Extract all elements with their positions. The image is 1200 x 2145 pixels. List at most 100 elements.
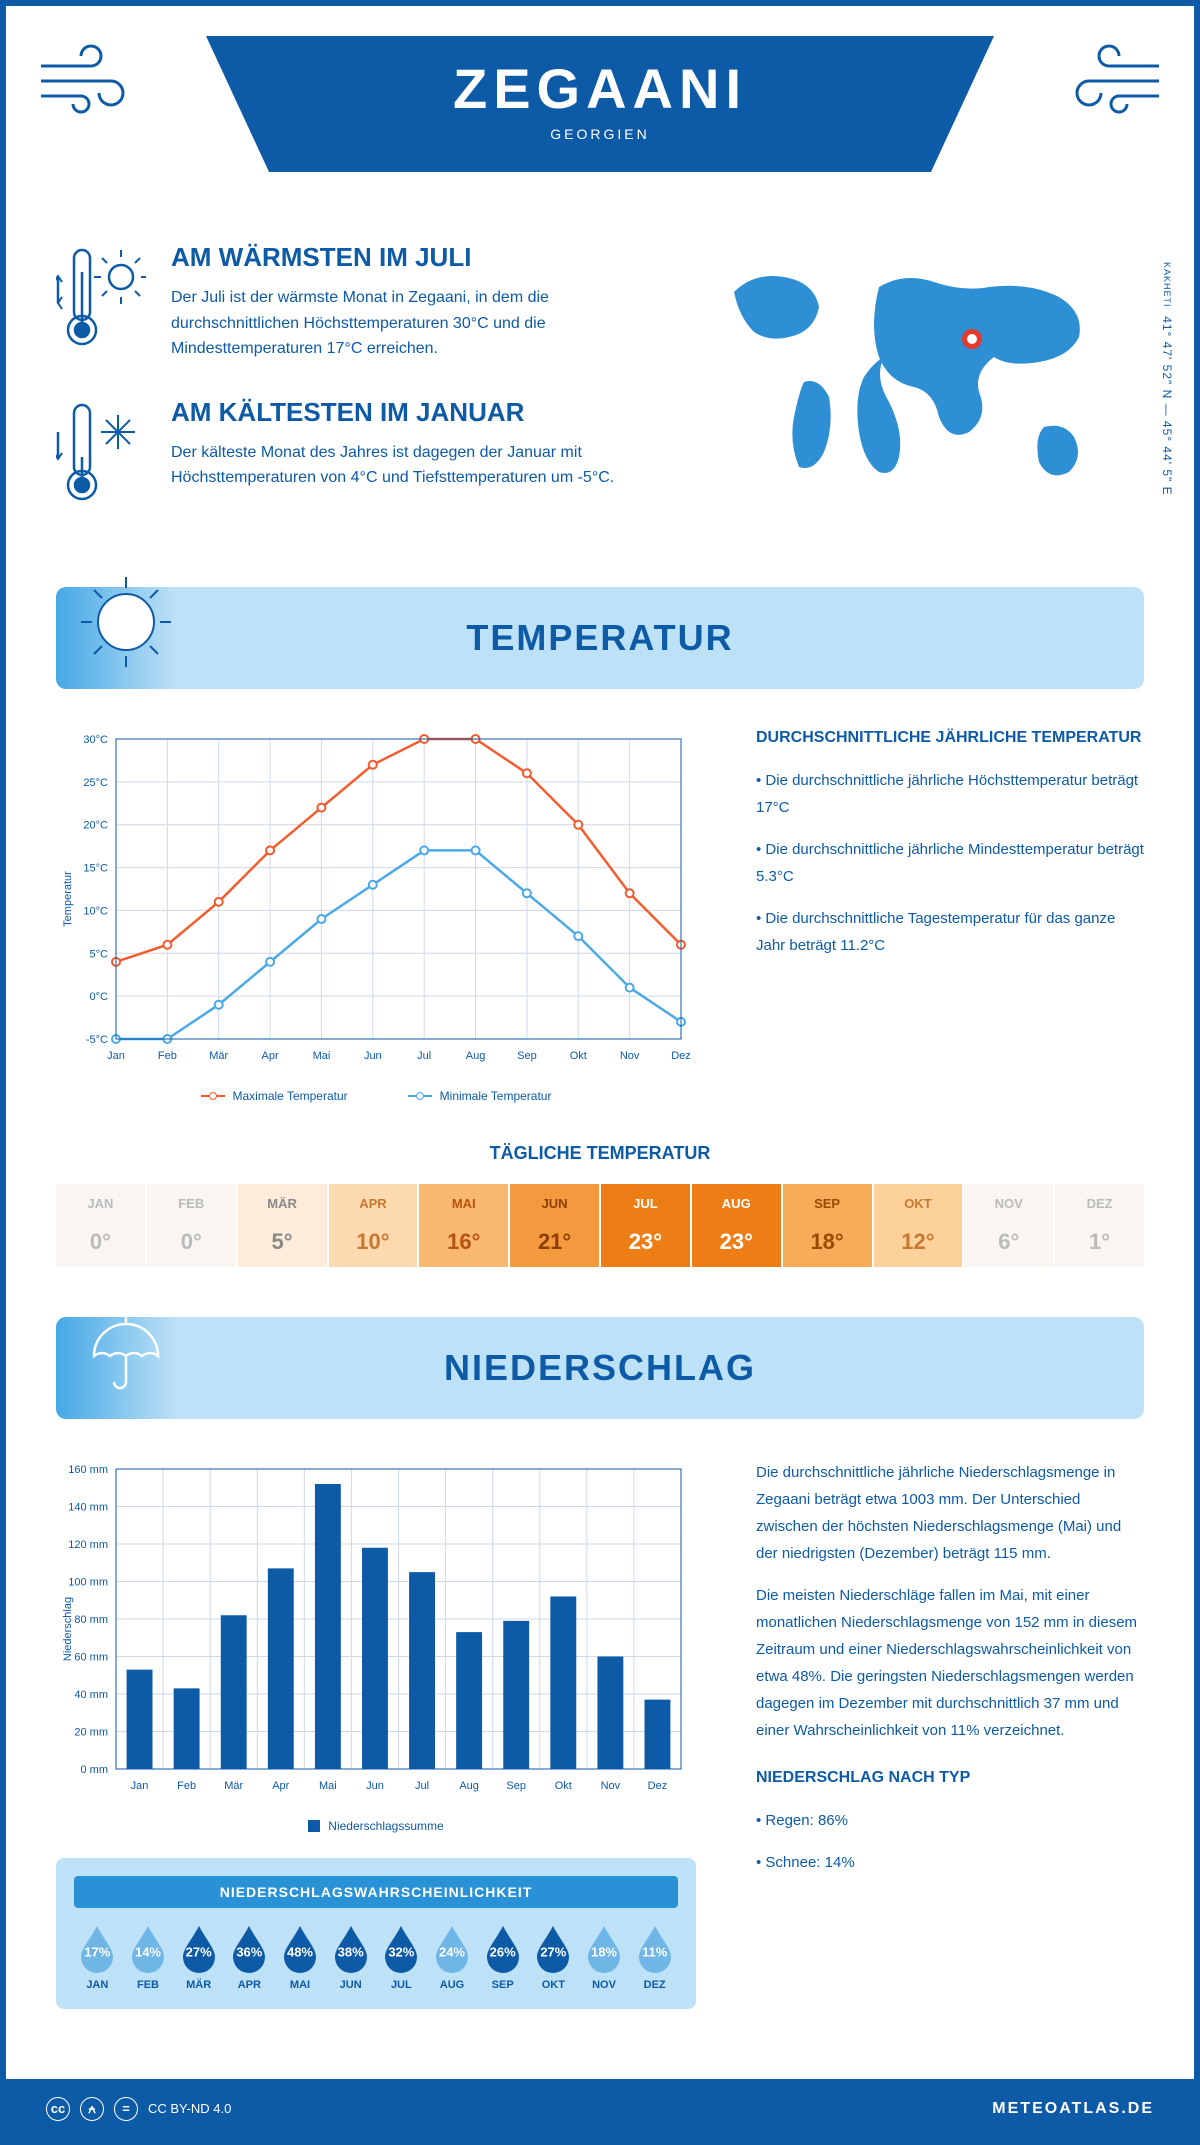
precip-chart: 0 mm20 mm40 mm60 mm80 mm100 mm120 mm140 … [56, 1459, 696, 2009]
temp-cell: MÄR5° [238, 1184, 327, 1267]
svg-text:Sep: Sep [506, 1780, 526, 1792]
prob-cell: 26% SEP [479, 1923, 526, 1991]
daily-temp-title: TÄGLICHE TEMPERATUR [56, 1143, 1144, 1164]
prob-cell: 48% MAI [277, 1923, 324, 1991]
svg-text:Mär: Mär [224, 1780, 243, 1792]
page-title: ZEGAANI [286, 56, 914, 121]
svg-text:20 mm: 20 mm [74, 1726, 108, 1738]
header: ZEGAANI GEORGIEN [6, 6, 1194, 212]
svg-text:Sep: Sep [517, 1050, 537, 1062]
temp-cell: NOV6° [964, 1184, 1053, 1267]
chart-legend: Niederschlagssumme [56, 1819, 696, 1833]
wind-icon [1044, 36, 1164, 116]
temp-cell: MAI16° [419, 1184, 508, 1267]
coldest-text: Der kälteste Monat des Jahres ist dagege… [171, 440, 664, 491]
svg-text:25°C: 25°C [83, 777, 108, 789]
coldest-title: AM KÄLTESTEN IM JANUAR [171, 397, 664, 428]
prob-cell: 27% MÄR [175, 1923, 222, 1991]
svg-text:140 mm: 140 mm [68, 1501, 108, 1513]
section-title: TEMPERATUR [96, 617, 1104, 659]
temperature-chart: -5°C 0°C 5°C 10°C 15°C 20°C 25°C 30°C Jan Feb Mär A… [56, 729, 696, 1103]
svg-text:Aug: Aug [466, 1050, 486, 1062]
temp-cell: DEZ1° [1055, 1184, 1144, 1267]
svg-text:10°C: 10°C [83, 905, 108, 917]
svg-text:160 mm: 160 mm [68, 1464, 108, 1476]
svg-text:15°C: 15°C [83, 862, 108, 874]
svg-text:20°C: 20°C [83, 819, 108, 831]
temperature-summary: DURCHSCHNITTLICHE JÄHRLICHE TEMPERATUR •… [756, 729, 1144, 1103]
coldest-block: AM KÄLTESTEN IM JANUAR Der kälteste Mona… [56, 397, 664, 512]
world-map: KAKHETI 41° 47' 52" N — 45° 44' 5" E [704, 242, 1144, 547]
temp-cell: OKT12° [874, 1184, 963, 1267]
svg-text:30°C: 30°C [83, 734, 108, 746]
temp-cell: JUL23° [601, 1184, 690, 1267]
svg-text:Temperatur: Temperatur [62, 871, 74, 927]
precip-summary: Die durchschnittliche jährliche Niedersc… [756, 1459, 1144, 2009]
precip-probability: NIEDERSCHLAGSWAHRSCHEINLICHKEIT 17% JAN … [56, 1858, 696, 2009]
section-precip-header: NIEDERSCHLAG [56, 1317, 1144, 1419]
svg-text:Feb: Feb [177, 1780, 196, 1792]
svg-text:5°C: 5°C [90, 948, 109, 960]
svg-text:0°C: 0°C [90, 991, 109, 1003]
svg-text:Jul: Jul [417, 1050, 431, 1062]
svg-text:Mai: Mai [319, 1780, 337, 1792]
prob-cell: 18% NOV [581, 1923, 628, 1991]
warmest-title: AM WÄRMSTEN IM JULI [171, 242, 664, 273]
temp-cell: JAN0° [56, 1184, 145, 1267]
warmest-text: Der Juli ist der wärmste Monat in Zegaan… [171, 285, 664, 362]
prob-cell: 38% JUN [327, 1923, 374, 1991]
cc-by-icon: ⍲ [80, 2097, 104, 2121]
page-subtitle: GEORGIEN [286, 126, 914, 142]
site-name: METEOATLAS.DE [992, 2100, 1154, 2118]
svg-text:Jun: Jun [364, 1050, 382, 1062]
svg-text:100 mm: 100 mm [68, 1576, 108, 1588]
svg-text:120 mm: 120 mm [68, 1539, 108, 1551]
svg-text:0 mm: 0 mm [81, 1764, 109, 1776]
prob-cell: 14% FEB [125, 1923, 172, 1991]
temp-cell: AUG23° [692, 1184, 781, 1267]
cc-icon: cc [46, 2097, 70, 2121]
prob-cell: 17% JAN [74, 1923, 121, 1991]
warmest-block: AM WÄRMSTEN IM JULI Der Juli ist der wär… [56, 242, 664, 362]
daily-temp-grid: JAN0°FEB0°MÄR5°APR10°MAI16°JUN21°JUL23°A… [56, 1184, 1144, 1267]
svg-text:Apr: Apr [272, 1780, 289, 1792]
svg-text:Jun: Jun [366, 1780, 384, 1792]
chart-legend: Maximale Temperatur Minimale Temperatur [56, 1089, 696, 1103]
temp-cell: SEP18° [783, 1184, 872, 1267]
svg-text:Jul: Jul [415, 1780, 429, 1792]
svg-text:40 mm: 40 mm [74, 1689, 108, 1701]
prob-cell: 36% APR [226, 1923, 273, 1991]
svg-text:Feb: Feb [158, 1050, 177, 1062]
svg-text:Nov: Nov [620, 1050, 640, 1062]
svg-text:Jan: Jan [107, 1050, 125, 1062]
svg-text:Apr: Apr [262, 1050, 279, 1062]
coordinates: KAKHETI 41° 47' 52" N — 45° 44' 5" E [1160, 262, 1174, 496]
svg-text:Okt: Okt [570, 1050, 587, 1062]
svg-text:Jan: Jan [131, 1780, 149, 1792]
svg-text:-5°C: -5°C [86, 1034, 108, 1046]
sun-icon [76, 572, 176, 672]
svg-text:Nov: Nov [601, 1780, 621, 1792]
svg-text:Aug: Aug [459, 1780, 479, 1792]
svg-text:Mai: Mai [313, 1050, 331, 1062]
svg-text:Okt: Okt [555, 1780, 572, 1792]
title-bar: ZEGAANI GEORGIEN [206, 36, 994, 172]
umbrella-icon [76, 1302, 176, 1402]
intro-row: AM WÄRMSTEN IM JULI Der Juli ist der wär… [56, 242, 1144, 547]
prob-cell: 24% AUG [429, 1923, 476, 1991]
cc-license: cc ⍲ = CC BY-ND 4.0 [46, 2097, 231, 2121]
svg-text:Mär: Mär [209, 1050, 228, 1062]
section-temperature-header: TEMPERATUR [56, 587, 1144, 689]
svg-text:Dez: Dez [648, 1780, 668, 1792]
svg-text:Niederschlag: Niederschlag [62, 1597, 74, 1661]
footer: cc ⍲ = CC BY-ND 4.0 METEOATLAS.DE [6, 2079, 1194, 2139]
wind-icon [36, 36, 156, 116]
temp-cell: APR10° [329, 1184, 418, 1267]
prob-cell: 32% JUL [378, 1923, 425, 1991]
svg-text:Dez: Dez [671, 1050, 691, 1062]
svg-text:80 mm: 80 mm [74, 1614, 108, 1626]
cc-nd-icon: = [114, 2097, 138, 2121]
thermometer-sun-icon [56, 242, 146, 362]
section-title: NIEDERSCHLAG [96, 1347, 1104, 1389]
prob-cell: 27% OKT [530, 1923, 577, 1991]
